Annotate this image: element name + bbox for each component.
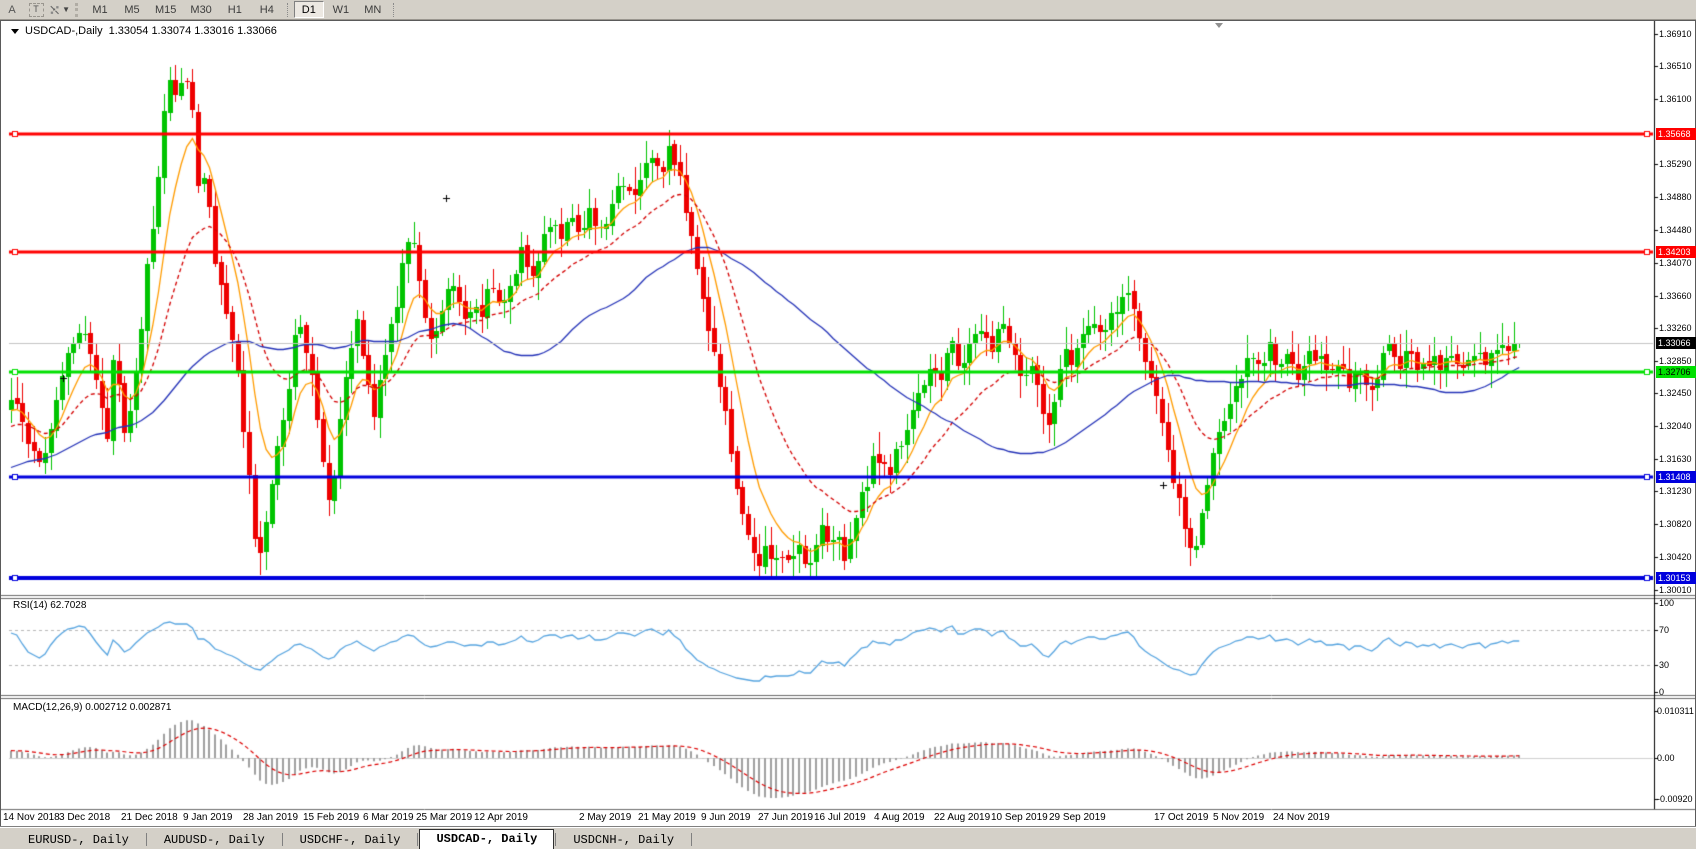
timeframe-button-M1[interactable]: M1 xyxy=(92,3,108,16)
text-label-tool-icon[interactable]: A xyxy=(8,3,16,16)
date-axis-label: 24 Nov 2019 xyxy=(1273,812,1330,823)
date-axis-label: 22 Aug 2019 xyxy=(934,812,991,823)
macd-axis-label: 0.010311 xyxy=(1657,706,1694,716)
toolbar-separator xyxy=(392,2,395,17)
timeframe-button-M15[interactable]: M15 xyxy=(155,3,177,16)
price-axis-label: 1.33260 xyxy=(1659,323,1692,333)
rsi-axis-label: 30 xyxy=(1659,660,1670,670)
toolbar: A T ▼ M1 M5 M15 M30 H1 H4 D1 W1 MN xyxy=(0,0,1696,20)
timeframe-button-D1[interactable]: D1 xyxy=(293,1,324,18)
text-box-tool-icon[interactable]: T xyxy=(26,2,46,17)
hline-price-label: 1.32706 xyxy=(1656,366,1696,378)
rsi-indicator-label: RSI(14) 62.7028 xyxy=(13,600,87,611)
price-chart-canvas[interactable] xyxy=(1,21,1695,827)
chart-title: USDCAD-,Daily 1.33054 1.33074 1.33016 1.… xyxy=(11,25,277,37)
price-axis-label: 1.35290 xyxy=(1659,159,1692,169)
dropdown-caret-icon[interactable]: ▼ xyxy=(62,5,70,14)
price-axis-label: 1.34480 xyxy=(1659,225,1692,235)
chart-ohlc-values: 1.33054 1.33074 1.33016 1.33066 xyxy=(108,25,277,37)
date-axis-label: 27 Jun 2019 xyxy=(758,812,814,823)
date-axis-label: 14 Nov 2018 xyxy=(3,812,60,823)
rsi-axis-label: 0 xyxy=(1659,687,1665,697)
tab-separator xyxy=(417,833,419,846)
tab-separator xyxy=(145,833,147,846)
price-axis-label: 1.34880 xyxy=(1659,192,1692,202)
date-axis-label: 3 Dec 2018 xyxy=(59,812,111,823)
hline-price-label: 1.30153 xyxy=(1656,572,1696,584)
date-axis-label: 10 Sep 2019 xyxy=(991,812,1048,823)
timeframe-button-W1[interactable]: W1 xyxy=(332,3,350,16)
timeframe-button-MN[interactable]: MN xyxy=(364,3,382,16)
collapse-triangle-icon[interactable] xyxy=(11,28,19,34)
chart-symbol-label: USDCAD-,Daily xyxy=(25,25,103,37)
draw-arrows-icon[interactable]: ▼ xyxy=(50,2,70,17)
date-axis-label: 9 Jun 2019 xyxy=(701,812,751,823)
rsi-axis-label: 100 xyxy=(1659,598,1675,608)
chart-shift-marker-icon[interactable] xyxy=(1215,23,1223,28)
price-axis-label: 1.30420 xyxy=(1659,552,1692,562)
macd-indicator-label: MACD(12,26,9) 0.002712 0.002871 xyxy=(13,702,172,713)
timeframe-button-M5[interactable]: M5 xyxy=(124,3,140,16)
tab-separator xyxy=(281,833,283,846)
timeframe-buttons: M1 M5 M15 M30 H1 H4 D1 W1 MN xyxy=(84,1,389,18)
date-axis-label: 5 Nov 2019 xyxy=(1213,812,1265,823)
current-price-label: 1.33066 xyxy=(1656,337,1696,349)
date-axis-label: 15 Feb 2019 xyxy=(303,812,360,823)
price-axis-label: 1.31630 xyxy=(1659,454,1692,464)
price-axis-label: 1.36510 xyxy=(1659,61,1692,71)
toolbar-separator xyxy=(286,2,289,17)
date-axis-label: 21 Dec 2018 xyxy=(121,812,178,823)
tab-separator xyxy=(691,833,693,846)
hline-price-label: 1.35668 xyxy=(1656,128,1696,140)
date-axis-label: 28 Jan 2019 xyxy=(243,812,299,823)
date-axis-label: 16 Jul 2019 xyxy=(814,812,866,823)
date-axis-label: 6 Mar 2019 xyxy=(363,812,414,823)
macd-axis-label: 0.00 xyxy=(1657,753,1675,763)
date-axis-label: 17 Oct 2019 xyxy=(1154,812,1209,823)
price-axis-label: 1.31230 xyxy=(1659,486,1692,496)
price-axis-label: 1.30820 xyxy=(1659,519,1692,529)
hline-price-label: 1.31408 xyxy=(1656,471,1696,483)
price-axis-label: 1.33660 xyxy=(1659,291,1692,301)
chart-window: USDCAD-,Daily 1.33054 1.33074 1.33016 1.… xyxy=(0,20,1696,827)
macd-axis-label: -0.00920 xyxy=(1657,794,1693,804)
chart-tab-usdcnh[interactable]: USDCNH-, Daily xyxy=(573,833,675,847)
price-axis-label: 1.36910 xyxy=(1659,29,1692,39)
tab-separator xyxy=(555,833,557,846)
price-axis-label: 1.34070 xyxy=(1659,258,1692,268)
date-axis-label: 21 May 2019 xyxy=(638,812,696,823)
price-axis-label: 1.30010 xyxy=(1659,585,1692,595)
price-axis-label: 1.32450 xyxy=(1659,388,1692,398)
price-axis-label: 1.32040 xyxy=(1659,421,1692,431)
chart-tab-usdchf[interactable]: USDCHF-, Daily xyxy=(299,833,401,847)
toolbar-grip[interactable] xyxy=(75,2,81,17)
text-box-glyph: T xyxy=(28,2,44,17)
price-axis-label: 1.36100 xyxy=(1659,94,1692,104)
timeframe-button-H4[interactable]: H4 xyxy=(259,3,274,16)
date-axis-label: 29 Sep 2019 xyxy=(1049,812,1106,823)
timeframe-button-M30[interactable]: M30 xyxy=(190,3,212,16)
chart-tab-eurusd[interactable]: EURUSD-, Daily xyxy=(28,833,129,847)
date-axis-label: 2 May 2019 xyxy=(579,812,632,823)
date-axis-label: 9 Jan 2019 xyxy=(183,812,233,823)
timeframe-button-H1[interactable]: H1 xyxy=(227,3,242,16)
hline-price-label: 1.34203 xyxy=(1656,246,1696,258)
date-axis-label: 12 Apr 2019 xyxy=(474,812,528,823)
chart-tab-usdcad[interactable]: USDCAD-, Daily xyxy=(419,829,555,849)
rsi-axis-label: 70 xyxy=(1659,625,1670,635)
chart-tab-bar: EURUSD-, Daily AUDUSD-, Daily USDCHF-, Dai… xyxy=(0,827,1696,849)
price-axis-label: 1.32850 xyxy=(1659,356,1692,366)
arrows-glyph xyxy=(50,5,59,14)
date-axis-label: 4 Aug 2019 xyxy=(874,812,925,823)
chart-tab-audusd[interactable]: AUDUSD-, Daily xyxy=(163,833,265,847)
date-axis-label: 25 Mar 2019 xyxy=(416,812,473,823)
